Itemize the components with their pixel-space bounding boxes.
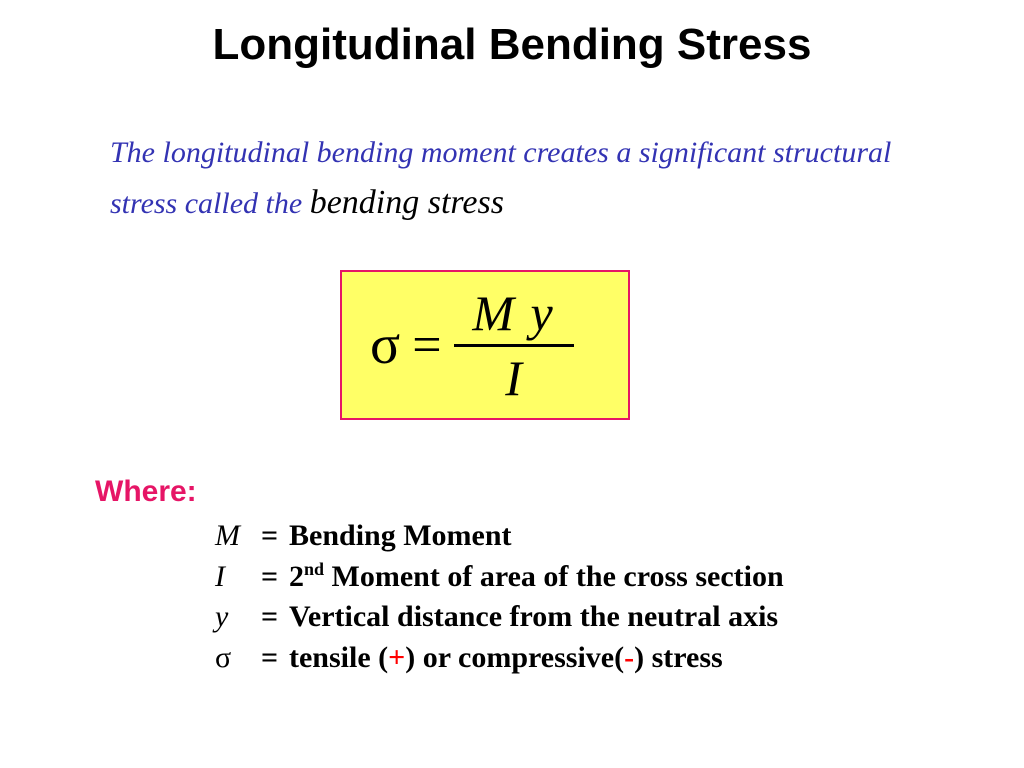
sigma-plus: + xyxy=(388,641,405,674)
definition-row: I = 2nd Moment of area of the cross sect… xyxy=(215,557,784,598)
def-symbol-y: y xyxy=(215,597,261,638)
def-desc-I-post: Moment of area of the cross section xyxy=(324,560,784,593)
formula-box: σ = M y I xyxy=(340,270,630,420)
slide-root: Longitudinal Bending Stress The longitud… xyxy=(0,0,1024,768)
def-desc-M: Bending Moment xyxy=(289,516,512,557)
formula-equals: = xyxy=(406,316,453,375)
def-symbol-sigma: σ xyxy=(215,638,261,679)
def-symbol-M: M xyxy=(215,516,261,557)
sigma-post: ) stress xyxy=(634,641,723,674)
sigma-mid: ) or compressive( xyxy=(405,641,624,674)
formula-denominator: I xyxy=(505,347,522,403)
definition-row: M = Bending Moment xyxy=(215,516,784,557)
where-label: Where: xyxy=(95,475,197,509)
def-symbol-I: I xyxy=(215,557,261,598)
definitions-block: M = Bending Moment I = 2nd Moment of are… xyxy=(215,516,784,678)
formula-sigma: σ xyxy=(370,313,406,377)
def-desc-I: 2nd Moment of area of the cross section xyxy=(289,557,784,598)
sigma-pre: tensile ( xyxy=(289,641,388,674)
def-desc-I-pre: 2 xyxy=(289,560,304,593)
def-equals: = xyxy=(261,516,289,557)
definition-row: σ = tensile (+) or compressive(-) stress xyxy=(215,638,784,679)
def-desc-y: Vertical distance from the neutral axis xyxy=(289,597,778,638)
formula-numerator: M y xyxy=(472,288,554,344)
formula-fraction: M y I xyxy=(454,288,574,403)
def-equals: = xyxy=(261,557,289,598)
sigma-minus: - xyxy=(624,641,634,674)
intro-term: bending stress xyxy=(310,184,504,221)
definition-row: y = Vertical distance from the neutral a… xyxy=(215,597,784,638)
def-desc-sigma: tensile (+) or compressive(-) stress xyxy=(289,638,723,679)
def-desc-I-sup: nd xyxy=(304,559,324,579)
def-equals: = xyxy=(261,638,289,679)
intro-text: The longitudinal bending moment creates … xyxy=(110,130,930,229)
def-equals: = xyxy=(261,597,289,638)
slide-title: Longitudinal Bending Stress xyxy=(0,20,1024,70)
